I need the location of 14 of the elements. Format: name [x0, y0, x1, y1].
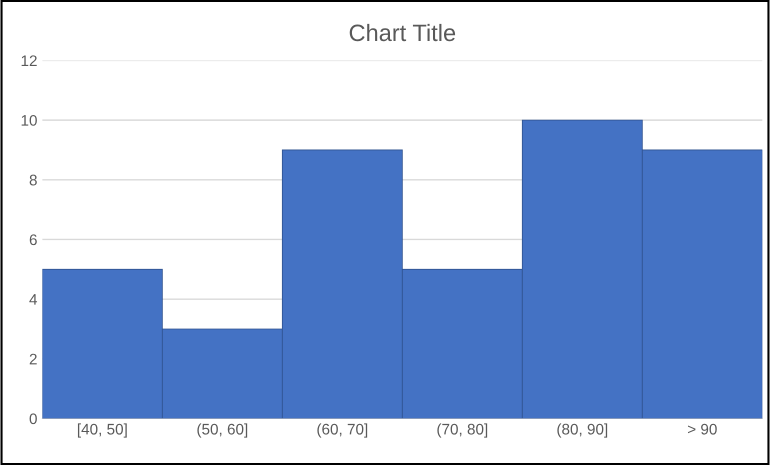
y-tick-label: 0	[30, 413, 37, 424]
x-tick-label: (70, 80]	[437, 423, 488, 438]
chart-title: Chart Title	[350, 24, 456, 42]
y-tick-label: 2	[30, 354, 37, 364]
y-tick-label: 4	[29, 294, 38, 305]
x-tick-label: [40, 50]	[78, 423, 127, 438]
x-tick-label: > 90	[688, 424, 717, 435]
y-tick-label: 12	[22, 55, 37, 66]
x-tick-label: (50, 60]	[197, 423, 248, 438]
y-tick-label: 8	[30, 174, 37, 186]
x-tick-label: (60, 70]	[317, 423, 368, 438]
y-tick-label: 6	[30, 234, 37, 246]
y-tick-label: 10	[22, 114, 37, 126]
x-tick-label: (80, 90]	[557, 423, 608, 438]
